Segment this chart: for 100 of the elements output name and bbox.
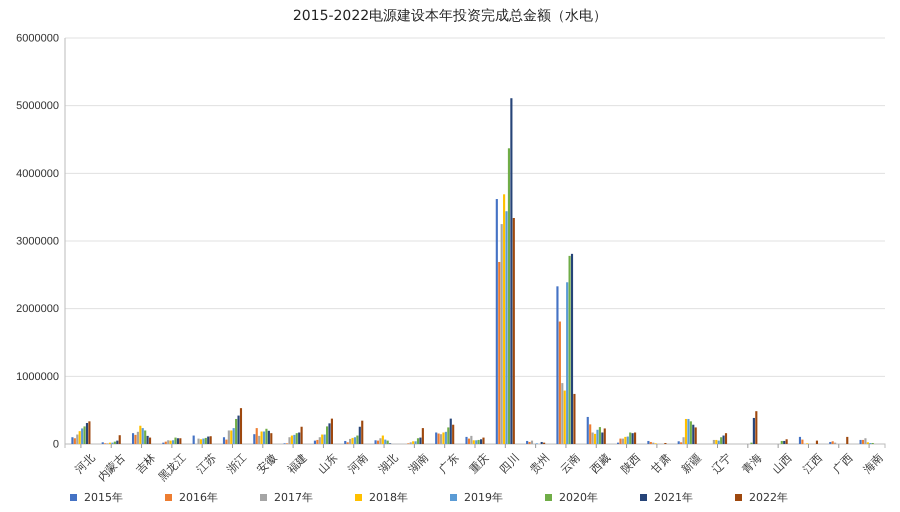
bar	[179, 438, 182, 444]
bar	[678, 441, 680, 444]
bar	[300, 426, 303, 444]
x-tick-label: 湖南	[406, 451, 431, 476]
x-tick-label: 广西	[830, 451, 856, 476]
bar	[240, 408, 242, 444]
bar	[260, 431, 263, 444]
x-tick-label: 山东	[315, 451, 340, 476]
bar	[755, 411, 758, 444]
y-tick-label: 3000000	[16, 236, 59, 248]
bar	[712, 440, 715, 444]
x-tick-label: 福建	[284, 451, 310, 476]
x-tick-label: 甘肃	[648, 451, 674, 476]
bar	[442, 432, 445, 444]
y-tick-label: 4000000	[16, 168, 59, 180]
bar	[207, 436, 210, 444]
bar	[197, 438, 200, 444]
bar	[478, 440, 480, 444]
bar	[142, 428, 144, 444]
bar	[634, 432, 636, 444]
bar	[444, 432, 447, 444]
legend-label: 2018年	[369, 491, 408, 504]
bar	[314, 440, 316, 444]
x-tick-label: 重庆	[466, 451, 492, 476]
bar	[505, 211, 508, 444]
bar	[136, 432, 139, 444]
bar	[632, 433, 634, 444]
bar	[210, 436, 212, 444]
chart-title: 2015-2022电源建设本年投资完成总金额（水电）	[292, 8, 608, 24]
x-tick-label: 贵州	[527, 451, 552, 476]
bar	[384, 440, 386, 444]
bar	[235, 418, 238, 444]
bar	[83, 426, 86, 444]
bar	[566, 282, 568, 444]
x-tick-label: 江苏	[194, 451, 219, 476]
bar	[472, 440, 475, 444]
x-tick-label: 山西	[770, 451, 795, 476]
x-tick-label: 海南	[860, 451, 886, 476]
x-tick-label: 浙江	[224, 451, 249, 476]
bar	[228, 430, 230, 444]
bar	[465, 436, 468, 444]
bar	[604, 428, 606, 444]
bar	[801, 440, 804, 444]
bar	[265, 428, 268, 444]
legend-label: 2020年	[559, 491, 598, 504]
bar	[321, 434, 324, 444]
bar	[81, 428, 84, 444]
x-tick-label: 广东	[436, 451, 462, 476]
bar	[262, 431, 266, 444]
bar	[586, 416, 589, 444]
bar	[475, 440, 478, 444]
bar	[438, 434, 440, 444]
bar	[783, 440, 786, 444]
bar	[480, 439, 482, 444]
bar	[468, 438, 470, 444]
bar	[450, 418, 452, 444]
x-tick-label: 内蒙古	[95, 451, 128, 484]
x-tick-label: 河北	[72, 451, 98, 476]
bar	[202, 438, 204, 444]
bar	[508, 148, 510, 444]
bar	[382, 436, 384, 444]
bar	[862, 440, 864, 444]
legend-label: 2022年	[749, 491, 788, 504]
y-tick-label: 0	[52, 438, 59, 451]
bar	[624, 436, 626, 444]
bar	[500, 224, 503, 444]
bar	[225, 440, 228, 444]
bar	[482, 438, 485, 444]
bar	[344, 440, 346, 444]
bar	[376, 440, 380, 444]
bar	[601, 432, 604, 444]
bar	[786, 439, 788, 444]
bar	[422, 428, 424, 444]
bar	[718, 440, 720, 444]
bar	[846, 436, 848, 444]
bar	[74, 438, 76, 444]
x-tick-label: 西藏	[588, 451, 613, 476]
bar	[715, 440, 718, 444]
bar	[253, 434, 256, 444]
bar	[589, 424, 592, 444]
bar	[447, 427, 450, 444]
bar	[419, 438, 422, 444]
bar	[146, 436, 149, 444]
bar	[258, 436, 260, 444]
bar	[318, 437, 321, 444]
bar	[470, 436, 472, 444]
bar	[298, 432, 300, 444]
bar	[174, 438, 177, 444]
x-tick-label: 青海	[740, 451, 764, 476]
bar	[598, 427, 601, 444]
bar	[86, 423, 88, 444]
bar	[296, 433, 298, 444]
bar	[530, 440, 534, 444]
bar	[860, 440, 862, 444]
bar	[316, 440, 318, 444]
bar	[694, 427, 697, 444]
x-tick-label: 河南	[346, 451, 370, 476]
bar	[573, 394, 576, 444]
bar	[864, 438, 867, 444]
bar	[510, 98, 512, 444]
